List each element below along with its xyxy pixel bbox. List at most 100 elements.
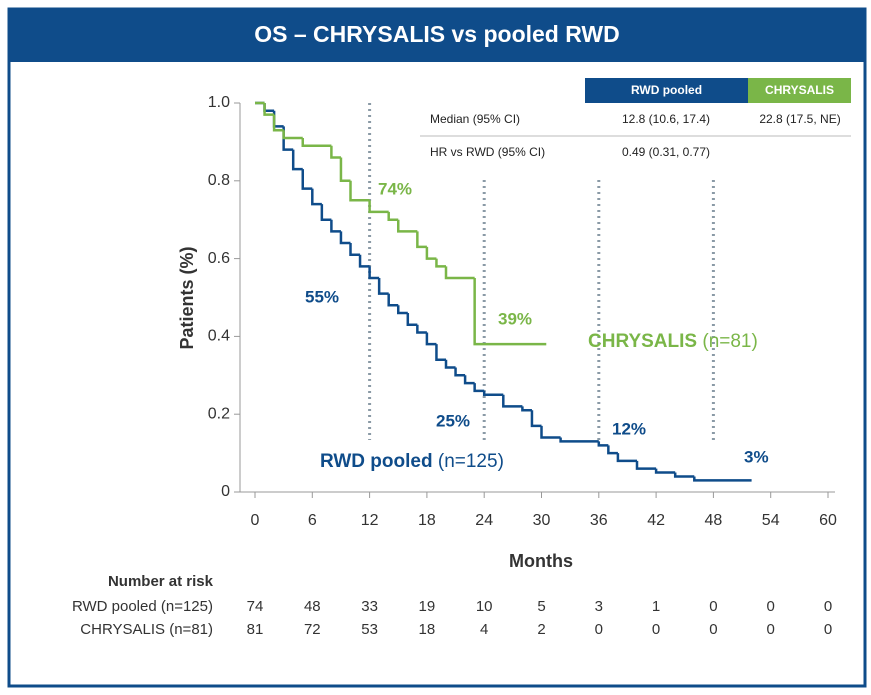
survival-step <box>654 468 676 474</box>
survival-step <box>282 130 303 140</box>
survival-step <box>301 169 313 190</box>
survival-step <box>454 367 466 377</box>
risk-value: 5 <box>537 598 545 615</box>
annotation: 74% <box>378 179 412 198</box>
x-axis-label: Months <box>509 551 573 571</box>
table-cell: 22.8 (17.5, NE) <box>759 112 840 126</box>
survival-step <box>320 204 332 221</box>
survival-step <box>387 211 399 221</box>
y-tick-label: 0.2 <box>208 405 230 422</box>
risk-value: 3 <box>595 598 603 615</box>
y-tick-label: 0.6 <box>208 250 230 267</box>
title-bar <box>9 9 865 62</box>
risk-value: 74 <box>247 598 264 615</box>
x-tick-label: 24 <box>475 512 493 529</box>
risk-value: 48 <box>304 598 321 615</box>
survival-step <box>473 278 547 346</box>
survival-step <box>693 476 752 482</box>
survival-step <box>311 188 322 206</box>
survival-step <box>482 390 504 396</box>
survival-step <box>387 293 399 307</box>
series-label: RWD pooled (n=125) <box>320 451 504 472</box>
survival-step <box>368 266 380 280</box>
risk-value: 0 <box>767 598 775 615</box>
risk-value: 0 <box>824 621 832 638</box>
survival-step <box>502 394 523 408</box>
x-tick-label: 0 <box>251 512 260 529</box>
survival-step <box>358 254 370 268</box>
table-header-cell <box>585 78 748 103</box>
risk-value: 19 <box>419 598 436 615</box>
risk-value: 0 <box>824 598 832 615</box>
risk-value: 0 <box>595 621 603 638</box>
survival-step <box>397 219 418 233</box>
annotation: 12% <box>612 419 646 438</box>
table-header: RWD pooled <box>631 83 702 97</box>
survival-step <box>291 149 303 171</box>
risk-label: CHRYSALIS (n=81) <box>80 621 213 638</box>
survival-step <box>272 114 284 132</box>
y-axis-label: Patients (%) <box>177 246 197 349</box>
risk-value: 0 <box>709 621 717 638</box>
risk-value: 72 <box>304 621 321 638</box>
survival-step <box>349 180 370 202</box>
annotation: 3% <box>744 447 769 466</box>
risk-value: 53 <box>361 621 378 638</box>
survival-step <box>272 110 284 128</box>
risk-value: 0 <box>709 598 717 615</box>
survival-step <box>425 332 437 346</box>
y-tick-label: 1.0 <box>208 94 230 111</box>
annotation: 39% <box>498 309 532 328</box>
x-tick-label: 12 <box>361 512 379 529</box>
risk-value: 0 <box>652 621 660 638</box>
series-n: (n=125) <box>438 451 504 472</box>
survival-step <box>397 305 408 315</box>
survival-step <box>530 410 542 428</box>
x-tick-label: 60 <box>819 512 837 529</box>
x-tick-label: 36 <box>590 512 608 529</box>
table-header: CHRYSALIS <box>765 83 834 97</box>
survival-step <box>521 406 532 412</box>
y-tick-label: 0.8 <box>208 172 230 189</box>
table-header-cell <box>748 78 851 103</box>
x-tick-label: 18 <box>418 512 436 529</box>
survival-step <box>540 425 561 439</box>
annotation: 55% <box>305 287 339 306</box>
chart-title: OS – CHRYSALIS vs pooled RWD <box>254 21 620 47</box>
survival-step <box>444 266 475 280</box>
risk-value: 1 <box>652 598 660 615</box>
annotation: 25% <box>436 411 470 430</box>
risk-value: 2 <box>537 621 545 638</box>
risk-value: 33 <box>361 598 378 615</box>
survival-step <box>339 231 351 245</box>
series-name: CHRYSALIS <box>588 331 697 352</box>
series-n: (n=81) <box>702 331 757 352</box>
survival-step <box>435 258 446 268</box>
y-tick-label: 0.4 <box>208 328 230 345</box>
survival-step <box>377 278 389 295</box>
survival-step <box>425 246 437 260</box>
survival-step <box>463 375 475 385</box>
risk-title: Number at risk <box>108 573 214 590</box>
x-tick-label: 30 <box>533 512 551 529</box>
table-cell: 0.49 (0.31, 0.77) <box>622 145 710 159</box>
survival-step <box>263 103 275 116</box>
survival-step <box>616 453 637 463</box>
survival-step <box>444 359 456 369</box>
survival-step <box>339 157 351 183</box>
y-tick-label: 0 <box>221 483 230 500</box>
survival-step <box>473 383 485 393</box>
survival-step <box>435 344 446 361</box>
survival-step <box>330 145 341 159</box>
risk-value: 4 <box>480 621 488 638</box>
survival-step <box>607 445 618 455</box>
x-tick-label: 42 <box>647 512 665 529</box>
risk-value: 0 <box>767 621 775 638</box>
table-cell: 12.8 (10.6, 17.4) <box>622 112 710 126</box>
survival-step <box>597 441 609 447</box>
risk-value: 18 <box>419 621 436 638</box>
risk-value: 81 <box>247 621 264 638</box>
survival-step <box>559 437 599 443</box>
